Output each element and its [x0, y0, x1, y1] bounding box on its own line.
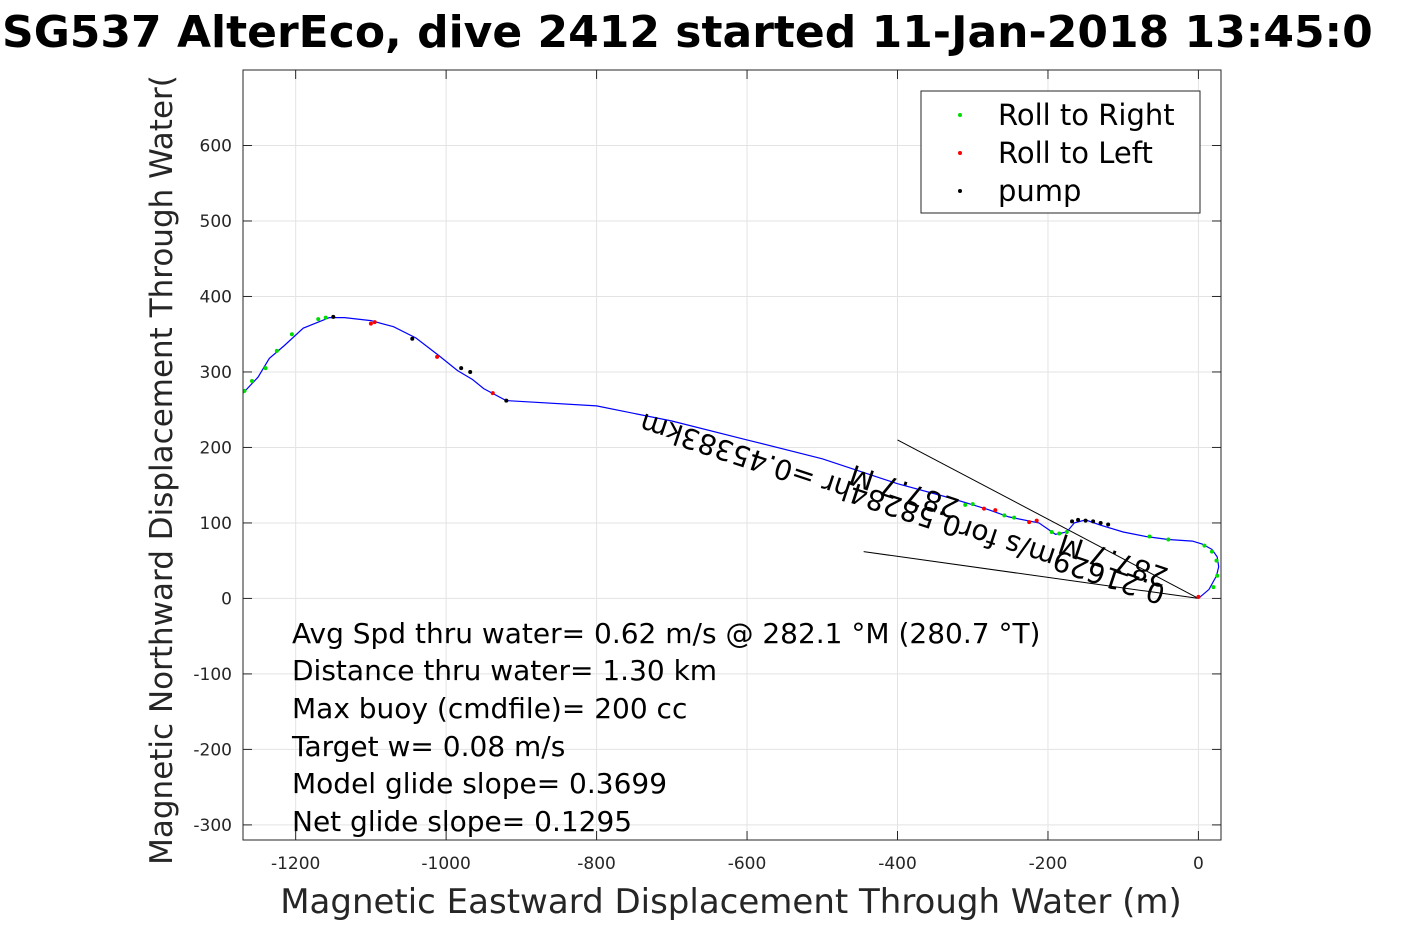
point-roll-to-right: [1064, 530, 1069, 534]
point-roll-to-right: [1202, 543, 1207, 548]
chart-title: SG537 AlterEco, dive 2412 started 11-Jan…: [2, 7, 1373, 58]
y-tick-label: 600: [200, 136, 232, 156]
point-roll-to-left: [435, 354, 440, 359]
note-target-w: Target w= 0.08 m/s: [291, 730, 565, 763]
x-tick-label: -400: [878, 854, 917, 874]
y-tick-label: 400: [200, 287, 232, 307]
point-roll-to-right: [250, 379, 255, 384]
note-model-glide: Model glide slope= 0.3699: [292, 767, 667, 800]
point-roll-to-left: [1034, 518, 1039, 523]
reference-lines: [863, 439, 1199, 599]
point-pump: [1091, 519, 1096, 524]
x-tick-label: -200: [1029, 854, 1068, 874]
x-tick-label: -600: [728, 854, 767, 874]
legend-label-pump: pump: [998, 174, 1081, 208]
point-pump: [459, 366, 464, 371]
point-roll-to-right: [289, 332, 294, 337]
note-avg-speed: Avg Spd thru water= 0.62 m/s @ 282.1 °M …: [292, 617, 1040, 650]
point-roll-to-right: [1057, 531, 1062, 536]
point-roll-to-left: [372, 320, 377, 325]
track-line: [242, 317, 1220, 599]
y-tick-label: -200: [193, 740, 232, 760]
point-roll-to-right: [1147, 534, 1152, 539]
point-pump: [1076, 517, 1081, 522]
point-roll-to-right: [274, 348, 279, 353]
x-axis-label: Magnetic Eastward Displacement Through W…: [280, 882, 1182, 922]
point-roll-to-right: [242, 388, 247, 393]
data-points: [242, 314, 1220, 599]
point-roll-to-right: [263, 366, 268, 371]
point-pump: [1106, 522, 1111, 527]
point-pump: [1070, 519, 1075, 524]
point-roll-to-left: [490, 391, 495, 396]
point-roll-to-left: [1196, 594, 1201, 599]
x-tick-label: 0: [1193, 854, 1204, 874]
point-roll-to-right: [1211, 585, 1216, 590]
axes-frame: [242, 69, 1222, 841]
point-roll-to-left: [1027, 520, 1032, 525]
point-pump: [410, 336, 415, 341]
legend: Roll to Right Roll to Left pump: [920, 90, 1201, 214]
track-layer: [242, 317, 1220, 599]
x-tick-label: -800: [577, 854, 616, 874]
note-max-buoy: Max buoy (cmdfile)= 200 cc: [292, 692, 687, 725]
point-roll-to-left: [982, 506, 987, 511]
point-pump: [331, 314, 336, 319]
point-roll-to-right: [316, 317, 321, 322]
y-axis-label: Magnetic Northward Displacement Through …: [144, 75, 180, 865]
point-pump: [468, 369, 473, 374]
point-roll-to-right: [1049, 530, 1054, 534]
x-tick-label: -1200: [271, 854, 320, 874]
ticks: -1200 -1000 -800 -600 -400 -200 0-300-200-1000…: [193, 70, 1221, 874]
point-roll-to-left: [368, 321, 373, 326]
y-tick-label: 100: [200, 514, 232, 534]
legend-label-roll-right: Roll to Right: [998, 98, 1175, 132]
point-roll-to-right: [1012, 515, 1017, 520]
point-pump: [1098, 520, 1103, 525]
x-tick-label: -1000: [421, 854, 470, 874]
y-tick-label: 300: [200, 363, 232, 383]
y-tick-label: -300: [193, 816, 232, 836]
point-roll-to-right: [1166, 537, 1171, 542]
legend-marker-pump: [958, 189, 962, 193]
point-roll-to-right: [963, 502, 968, 507]
point-roll-to-right: [1002, 513, 1007, 518]
y-tick-label: -100: [193, 665, 232, 685]
y-tick-label: 0: [221, 589, 232, 609]
y-tick-label: 200: [200, 438, 232, 458]
reference-line: [897, 439, 1199, 599]
legend-marker-roll-right: [958, 113, 962, 117]
point-pump: [504, 398, 509, 403]
point-roll-to-right: [323, 315, 328, 320]
y-tick-label: 500: [200, 212, 232, 232]
legend-label-roll-left: Roll to Left: [998, 136, 1153, 170]
note-distance: Distance thru water= 1.30 km: [292, 654, 717, 687]
point-pump: [1083, 518, 1088, 523]
point-roll-to-right: [1215, 573, 1220, 578]
point-roll-to-left: [993, 508, 998, 513]
legend-box: [920, 90, 1201, 214]
note-net-glide: Net glide slope= 0.1295: [292, 805, 632, 838]
notes: Avg Spd thru water= 0.62 m/s @ 282.1 °M …: [291, 617, 1040, 838]
point-roll-to-right: [970, 502, 975, 507]
point-roll-to-right: [1214, 558, 1219, 563]
point-roll-to-right: [1209, 549, 1214, 554]
legend-marker-roll-left: [958, 151, 962, 155]
reference-line: [863, 551, 1199, 599]
